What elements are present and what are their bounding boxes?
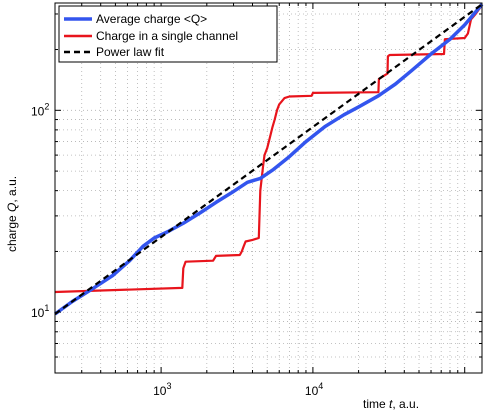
legend-label-average: Average charge <Q> xyxy=(96,12,207,26)
legend: Average charge <Q> Charge in a single ch… xyxy=(58,5,278,63)
legend-entry-power-law: Power law fit xyxy=(64,45,165,59)
grid xyxy=(54,3,482,374)
legend-label-power-law: Power law fit xyxy=(96,45,165,59)
y-axis-label: charge Q, a.u. xyxy=(5,176,19,252)
plot-frame xyxy=(54,2,483,374)
y-tick-label: 101 xyxy=(31,303,49,320)
average-charge-line xyxy=(53,3,484,316)
plot-lines xyxy=(53,3,484,316)
x-tick-labels: 103 104 xyxy=(153,381,323,398)
legend-label-single-channel: Charge in a single channel xyxy=(96,29,238,43)
legend-box xyxy=(58,5,278,63)
x-tick-label: 104 xyxy=(305,381,323,398)
x-tick-label: 103 xyxy=(153,381,171,398)
x-axis-label: time t, a.u. xyxy=(363,397,419,411)
legend-entry-average: Average charge <Q> xyxy=(64,12,207,26)
power-law-fit-line xyxy=(54,3,483,315)
y-tick-label: 102 xyxy=(31,101,49,118)
y-tick-labels: 101 102 xyxy=(31,101,49,320)
legend-entry-single-channel: Charge in a single channel xyxy=(64,29,238,43)
